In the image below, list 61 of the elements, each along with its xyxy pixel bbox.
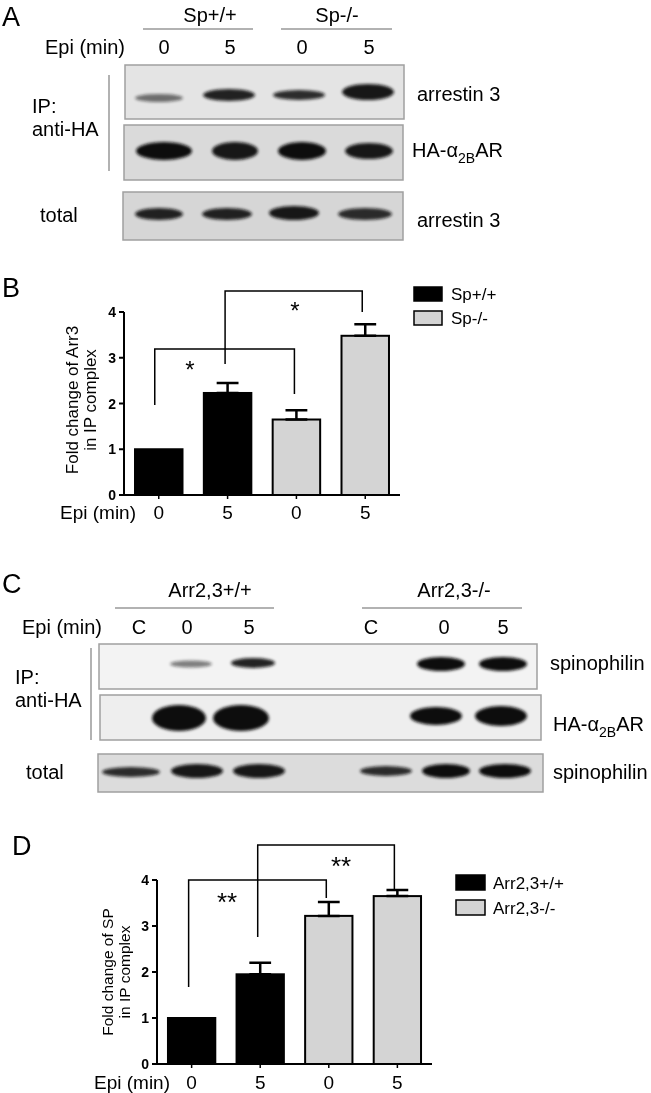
annotation: * <box>185 356 195 384</box>
text: Sp-/- <box>315 4 359 26</box>
text: 0 <box>438 616 450 638</box>
text: C <box>2 569 22 599</box>
text: Epi (min) <box>45 36 126 58</box>
y-tick-label: 0 <box>108 487 117 503</box>
x-tick-label: 0 <box>291 501 302 523</box>
text: C <box>363 616 379 638</box>
text: HA-α$_{2B}$AR <box>412 139 503 166</box>
text: Arr2,3+/+ <box>168 579 252 601</box>
text: HA-α$_{2B}$AR <box>553 713 644 740</box>
text: arrestin 3 <box>417 209 501 231</box>
y-tick-label: 1 <box>108 441 117 458</box>
x-tick-label: 0 <box>186 1071 197 1093</box>
text: total <box>40 204 78 226</box>
y-tick-label: 1 <box>141 1010 150 1026</box>
text: IP: <box>32 95 57 117</box>
text: A <box>2 2 21 32</box>
legend-label: Sp+/+ <box>451 284 497 304</box>
text: anti-HA <box>15 689 83 711</box>
y-axis-title: Fold change of SP in IP complex <box>98 908 133 1036</box>
text: spinophilin <box>550 652 645 674</box>
y-axis-title: Fold change of Arr3 in IP complex <box>62 325 100 475</box>
y-tick-label: 4 <box>141 872 150 888</box>
text: arrestin 3 <box>417 83 501 105</box>
chart-title: D <box>12 831 32 861</box>
text: spinophilin <box>553 761 648 783</box>
text: 5 <box>363 36 375 58</box>
text: C <box>131 616 147 638</box>
text: Arr2,3-/- <box>417 579 491 601</box>
y-tick-label: 0 <box>141 1056 150 1072</box>
legend-label: Arr2,3-/- <box>493 898 556 917</box>
text: 0 <box>158 36 170 58</box>
y-tick-label: 3 <box>141 918 150 934</box>
text: IP: <box>15 666 40 688</box>
text: 5 <box>243 616 255 638</box>
text: Epi (min) <box>22 616 103 638</box>
text: 5 <box>497 616 509 638</box>
legend-label: Sp-/- <box>451 308 488 328</box>
x-axis-title: Epi (min) <box>94 1071 171 1093</box>
annotation: ** <box>330 851 352 882</box>
y-tick-label: 3 <box>108 349 117 366</box>
text: 5 <box>224 36 236 58</box>
y-tick-label: 4 <box>108 304 117 320</box>
y-tick-label: 2 <box>141 964 150 980</box>
text: 0 <box>296 36 308 58</box>
text: anti-HA <box>32 118 100 140</box>
x-axis-title: Epi (min) <box>60 501 137 523</box>
annotation: * <box>290 297 300 325</box>
x-tick-label: 5 <box>392 1071 403 1093</box>
x-tick-label: 5 <box>222 501 233 523</box>
annotation: ** <box>216 887 238 918</box>
x-tick-label: 5 <box>359 501 371 523</box>
legend-label: Arr2,3+/+ <box>493 873 564 892</box>
text: 0 <box>181 616 193 638</box>
text: Sp+/+ <box>183 4 237 26</box>
x-tick-label: 0 <box>323 1071 335 1093</box>
y-tick-label: 2 <box>108 395 117 412</box>
chart-title: B <box>2 273 21 303</box>
x-tick-label: 5 <box>254 1071 266 1093</box>
text: total <box>26 761 64 783</box>
